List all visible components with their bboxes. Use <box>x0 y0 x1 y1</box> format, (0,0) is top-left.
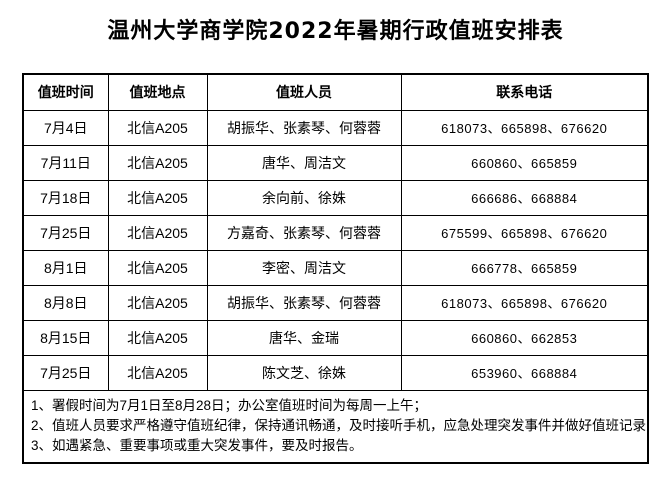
duty-staff-cell: 胡振华、张素琴、何蓉蓉 <box>206 109 402 146</box>
duty-phone-cell: 660860、665859 <box>400 144 649 181</box>
table-row: 8月8日 北信A205 胡振华、张素琴、何蓉蓉 618073、665898、67… <box>22 284 649 321</box>
duty-date-cell: 8月1日 <box>22 249 109 286</box>
duty-phone-cell: 618073、665898、676620 <box>400 109 649 146</box>
table-row: 7月25日 北信A205 陈文芝、徐姝 653960、668884 <box>22 354 649 391</box>
duty-schedule-table: 值班时间 值班地点 值班人员 联系电话 7月4日 北信A205 胡振华、张素琴、… <box>22 73 649 464</box>
table-row: 7月18日 北信A205 余向前、徐姝 666686、668884 <box>22 179 649 216</box>
duty-staff-cell: 李密、周洁文 <box>206 249 402 286</box>
table-row: 7月11日 北信A205 唐华、周洁文 660860、665859 <box>22 144 649 181</box>
duty-staff-cell: 方嘉奇、张素琴、何蓉蓉 <box>206 214 402 251</box>
duty-location-cell: 北信A205 <box>107 109 208 146</box>
duty-date-cell: 7月25日 <box>22 354 109 391</box>
duty-staff-cell: 胡振华、张素琴、何蓉蓉 <box>206 284 402 321</box>
header-duty-time: 值班时间 <box>22 73 109 111</box>
duty-location-cell: 北信A205 <box>107 319 208 356</box>
table-row: 7月25日 北信A205 方嘉奇、张素琴、何蓉蓉 675599、665898、6… <box>22 214 649 251</box>
duty-phone-cell: 666686、668884 <box>400 179 649 216</box>
duty-phone-cell: 675599、665898、676620 <box>400 214 649 251</box>
table-row: 8月15日 北信A205 唐华、金瑞 660860、662853 <box>22 319 649 356</box>
note-line-1: 1、署假时间为7月1日至8月28日；办公室值班时间为每周一上午； <box>31 397 428 413</box>
duty-staff-cell: 陈文芝、徐姝 <box>206 354 402 391</box>
table-row: 7月4日 北信A205 胡振华、张素琴、何蓉蓉 618073、665898、67… <box>22 109 649 146</box>
duty-phone-cell: 618073、665898、676620 <box>400 284 649 321</box>
duty-staff-cell: 唐华、金瑞 <box>206 319 402 356</box>
note-line-3: 3、如遇紧急、重要事项或重大突发事件，要及时报告。 <box>31 437 363 453</box>
duty-phone-cell: 660860、662853 <box>400 319 649 356</box>
duty-location-cell: 北信A205 <box>107 284 208 321</box>
duty-date-cell: 8月8日 <box>22 284 109 321</box>
duty-location-cell: 北信A205 <box>107 179 208 216</box>
duty-date-cell: 7月11日 <box>22 144 109 181</box>
header-contact-phone: 联系电话 <box>400 73 649 111</box>
note-line-2: 2、值班人员要求严格遵守值班纪律，保持通讯畅通，及时接听手机，应急处理突发事件并… <box>31 417 648 433</box>
duty-location-cell: 北信A205 <box>107 144 208 181</box>
duty-staff-cell: 余向前、徐姝 <box>206 179 402 216</box>
duty-date-cell: 8月15日 <box>22 319 109 356</box>
duty-location-cell: 北信A205 <box>107 249 208 286</box>
notes-row: 1、署假时间为7月1日至8月28日；办公室值班时间为每周一上午； 2、值班人员要… <box>22 389 649 463</box>
duty-location-cell: 北信A205 <box>107 214 208 251</box>
duty-date-cell: 7月18日 <box>22 179 109 216</box>
header-duty-staff: 值班人员 <box>206 73 402 111</box>
duty-phone-cell: 666778、665859 <box>400 249 649 286</box>
duty-date-cell: 7月4日 <box>22 109 109 146</box>
table-body: 7月4日 北信A205 胡振华、张素琴、何蓉蓉 618073、665898、67… <box>22 109 649 391</box>
duty-phone-cell: 653960、668884 <box>400 354 649 391</box>
table-row: 8月1日 北信A205 李密、周洁文 666778、665859 <box>22 249 649 286</box>
page-title: 温州大学商学院2022年暑期行政值班安排表 <box>107 19 564 44</box>
header-row: 值班时间 值班地点 值班人员 联系电话 <box>22 73 649 111</box>
duty-location-cell: 北信A205 <box>107 354 208 391</box>
duty-date-cell: 7月25日 <box>22 214 109 251</box>
header-duty-location: 值班地点 <box>107 73 208 111</box>
notes-cell: 1、署假时间为7月1日至8月28日；办公室值班时间为每周一上午； 2、值班人员要… <box>22 389 649 463</box>
duty-staff-cell: 唐华、周洁文 <box>206 144 402 181</box>
